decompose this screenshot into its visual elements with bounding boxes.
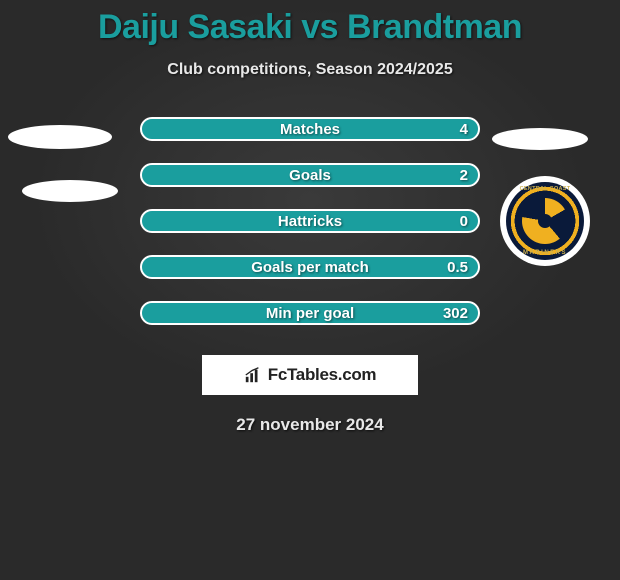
stat-label: Hattricks bbox=[142, 213, 478, 230]
player-right-placeholder bbox=[492, 128, 588, 150]
date-label: 27 november 2024 bbox=[0, 415, 620, 435]
stat-value-right: 302 bbox=[443, 305, 468, 322]
player-left-placeholder-2 bbox=[22, 180, 118, 202]
team-badge-top-text: CENTRAL COAST bbox=[506, 186, 584, 192]
stat-row: Min per goal 302 bbox=[140, 301, 480, 325]
stat-label: Min per goal bbox=[142, 305, 478, 322]
team-badge-swirl-icon bbox=[522, 198, 568, 244]
bar-chart-icon bbox=[244, 366, 262, 384]
stat-row: Hattricks 0 bbox=[140, 209, 480, 233]
stat-row: Matches 4 bbox=[140, 117, 480, 141]
stat-value-right: 0.5 bbox=[447, 259, 468, 276]
stat-row: Goals per match 0.5 bbox=[140, 255, 480, 279]
stat-label: Matches bbox=[142, 121, 478, 138]
subtitle: Club competitions, Season 2024/2025 bbox=[0, 61, 620, 79]
team-badge: CENTRAL COAST MARINERS bbox=[500, 176, 590, 266]
stat-label: Goals per match bbox=[142, 259, 478, 276]
stat-value-right: 0 bbox=[460, 213, 468, 230]
source-logo: FcTables.com bbox=[202, 355, 418, 395]
stat-label: Goals bbox=[142, 167, 478, 184]
stat-value-right: 4 bbox=[460, 121, 468, 138]
team-badge-bottom-text: MARINERS bbox=[506, 250, 584, 256]
player-left-placeholder-1 bbox=[8, 125, 112, 149]
team-badge-inner: CENTRAL COAST MARINERS bbox=[506, 182, 584, 260]
source-logo-text: FcTables.com bbox=[268, 365, 377, 385]
stat-row: Goals 2 bbox=[140, 163, 480, 187]
page-title: Daiju Sasaki vs Brandtman bbox=[0, 0, 620, 47]
stat-value-right: 2 bbox=[460, 167, 468, 184]
